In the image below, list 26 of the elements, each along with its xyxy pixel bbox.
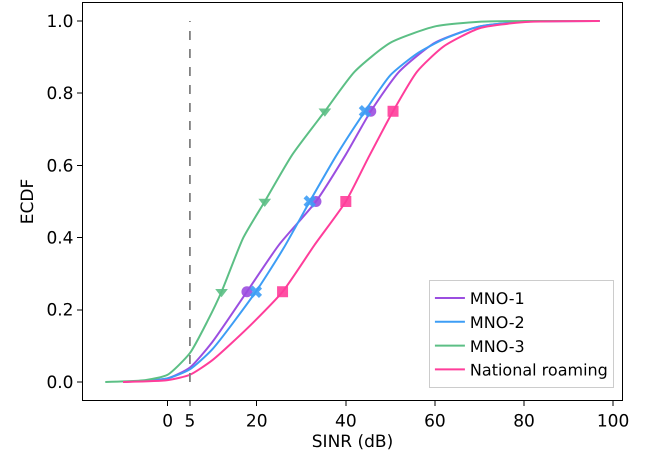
legend-label: MNO-2 xyxy=(470,313,525,332)
point xyxy=(358,105,372,118)
y-tick-label: 0.6 xyxy=(46,156,74,176)
x-tick-label: 100 xyxy=(596,412,630,432)
point xyxy=(277,286,288,298)
x-axis-title: SINR (dB) xyxy=(312,432,394,452)
legend-label: MNO-3 xyxy=(470,336,525,356)
x-tick-label: 80 xyxy=(513,412,535,432)
x-tick-label: 60 xyxy=(424,412,446,432)
point xyxy=(388,106,399,117)
y-axis-title: ECDF xyxy=(18,178,38,224)
x-tick-label: 20 xyxy=(246,412,268,432)
y-tick-label: 0.8 xyxy=(46,84,74,104)
point xyxy=(340,196,352,207)
point xyxy=(304,195,316,208)
y-tick-label: 1.0 xyxy=(46,12,74,32)
x-tick-label: 0 xyxy=(162,412,174,432)
legend-label: National roaming xyxy=(470,360,608,380)
point xyxy=(241,286,252,298)
y-tick-label: 0.2 xyxy=(46,300,74,321)
point xyxy=(250,286,262,298)
y-tick-label: 0.0 xyxy=(46,372,74,393)
y-tick-label: 0.4 xyxy=(46,228,74,249)
x-tick-label: 40 xyxy=(335,412,357,432)
x-tick-label: 5 xyxy=(184,412,196,432)
legend-label: MNO-1 xyxy=(470,289,525,308)
